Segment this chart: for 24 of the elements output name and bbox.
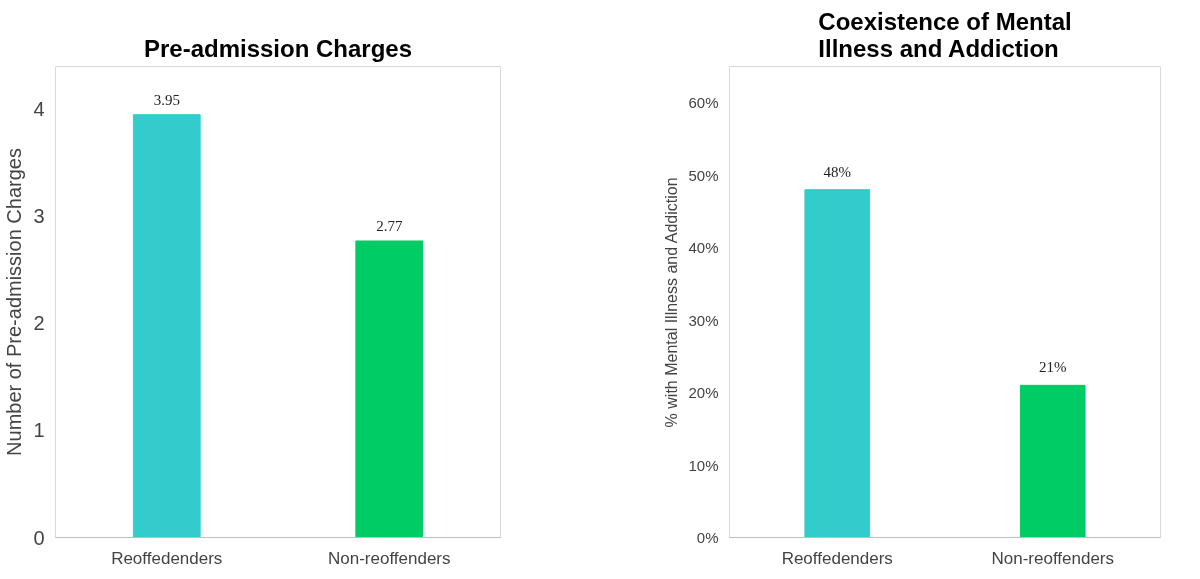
y-tick-label: 3 <box>33 205 45 228</box>
x-tick-label: Non-reoffenders <box>327 548 451 568</box>
y-tick-label: 30% <box>688 311 719 329</box>
x-tick-label: Non-reoffenders <box>991 548 1115 568</box>
y-tick-label: 4 <box>33 98 45 121</box>
chart-title: Coexistence of Mental Illness and Addiction <box>818 7 1072 62</box>
y-tick-label: 60% <box>688 94 719 112</box>
y-tick-label: 2 <box>33 312 45 335</box>
x-tick-label: Reoffedenders <box>781 548 893 568</box>
data-label: 2.77 <box>376 217 403 234</box>
x-tick-label: Reoffedenders <box>111 548 223 568</box>
y-tick-label: 20% <box>688 384 719 402</box>
chart-title: Pre-admission Charges <box>143 34 413 62</box>
y-tick-label: 10% <box>688 456 719 474</box>
y-axis-title: % with Mental Illness and Addiction <box>663 177 681 428</box>
y-tick-label: 1 <box>33 419 45 442</box>
y-tick-label: 0 <box>33 526 45 549</box>
data-label: 3.95 <box>153 91 180 108</box>
y-tick-label: 50% <box>688 166 719 184</box>
y-tick-label: 40% <box>688 239 719 257</box>
data-label: 48% <box>823 163 851 180</box>
y-axis-title: Number of Pre-admission Charges <box>3 148 26 456</box>
data-label: 21% <box>1039 359 1067 376</box>
y-tick-label: 0% <box>696 529 719 546</box>
